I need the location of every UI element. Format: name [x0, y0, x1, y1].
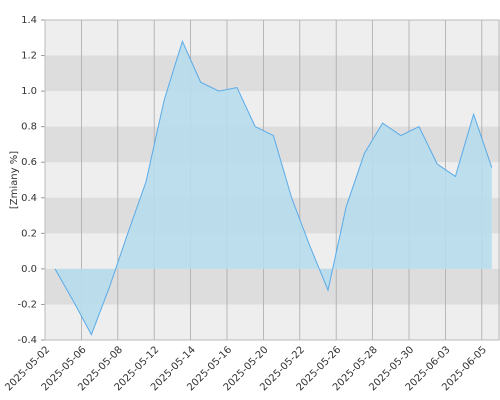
area — [55, 41, 492, 335]
y-tick-label: -0.4 — [17, 335, 37, 346]
y-tick-label: 0.6 — [21, 157, 37, 168]
grid-band — [45, 55, 500, 92]
y-tick-label: 1.2 — [21, 51, 37, 62]
y-tick-label: 0.0 — [21, 264, 37, 275]
grid-band — [45, 268, 500, 305]
y-tick-label: 1.0 — [21, 86, 37, 97]
y-tick-label: 0.2 — [21, 228, 37, 239]
y-tick-label: 0.8 — [21, 122, 37, 133]
line — [54, 39, 493, 336]
y-tick-label: 1.4 — [21, 15, 37, 26]
plot-border — [44, 19, 500, 341]
y-tick-label: -0.2 — [17, 299, 37, 310]
y-tick-label: 0.4 — [21, 193, 37, 204]
y-axis-label: [Zmiany %] — [9, 151, 20, 209]
